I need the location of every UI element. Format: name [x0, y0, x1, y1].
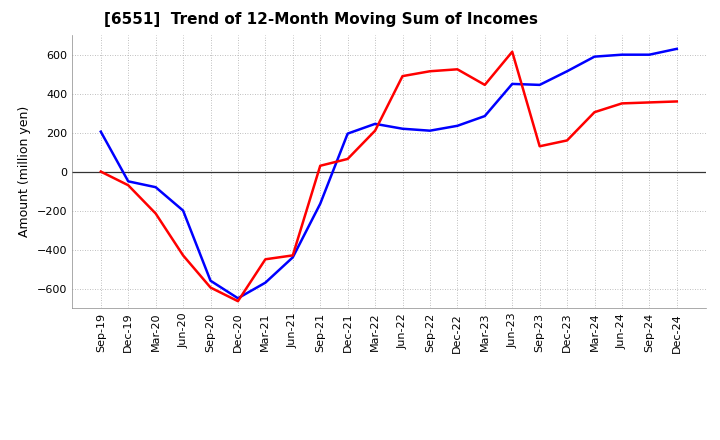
- Ordinary Income: [645, 52, 654, 57]
- Net Income: [179, 253, 187, 258]
- Net Income: [480, 82, 489, 88]
- Net Income: [289, 253, 297, 258]
- Ordinary Income: [316, 201, 325, 206]
- Ordinary Income: [426, 128, 434, 133]
- Net Income: [426, 69, 434, 74]
- Ordinary Income: [343, 131, 352, 136]
- Net Income: [261, 257, 270, 262]
- Ordinary Income: [289, 255, 297, 260]
- Net Income: [124, 183, 132, 188]
- Net Income: [590, 110, 599, 115]
- Ordinary Income: [672, 46, 681, 51]
- Net Income: [96, 169, 105, 174]
- Net Income: [371, 128, 379, 133]
- Ordinary Income: [233, 296, 242, 301]
- Line: Ordinary Income: Ordinary Income: [101, 49, 677, 298]
- Net Income: [316, 163, 325, 169]
- Net Income: [672, 99, 681, 104]
- Net Income: [536, 143, 544, 149]
- Ordinary Income: [618, 52, 626, 57]
- Text: [6551]  Trend of 12-Month Moving Sum of Incomes: [6551] Trend of 12-Month Moving Sum of I…: [104, 12, 538, 27]
- Net Income: [343, 156, 352, 161]
- Net Income: [398, 73, 407, 79]
- Net Income: [618, 101, 626, 106]
- Ordinary Income: [151, 184, 160, 190]
- Ordinary Income: [563, 69, 572, 74]
- Ordinary Income: [398, 126, 407, 132]
- Ordinary Income: [508, 81, 516, 87]
- Ordinary Income: [480, 114, 489, 119]
- Net Income: [645, 100, 654, 105]
- Net Income: [453, 66, 462, 72]
- Ordinary Income: [261, 280, 270, 285]
- Net Income: [233, 298, 242, 304]
- Net Income: [206, 285, 215, 290]
- Ordinary Income: [206, 278, 215, 283]
- Ordinary Income: [536, 82, 544, 88]
- Net Income: [563, 138, 572, 143]
- Ordinary Income: [124, 179, 132, 184]
- Line: Net Income: Net Income: [101, 52, 677, 301]
- Ordinary Income: [453, 123, 462, 128]
- Ordinary Income: [371, 121, 379, 127]
- Net Income: [508, 49, 516, 55]
- Ordinary Income: [96, 129, 105, 134]
- Ordinary Income: [590, 54, 599, 59]
- Y-axis label: Amount (million yen): Amount (million yen): [18, 106, 31, 237]
- Net Income: [151, 211, 160, 216]
- Ordinary Income: [179, 208, 187, 213]
